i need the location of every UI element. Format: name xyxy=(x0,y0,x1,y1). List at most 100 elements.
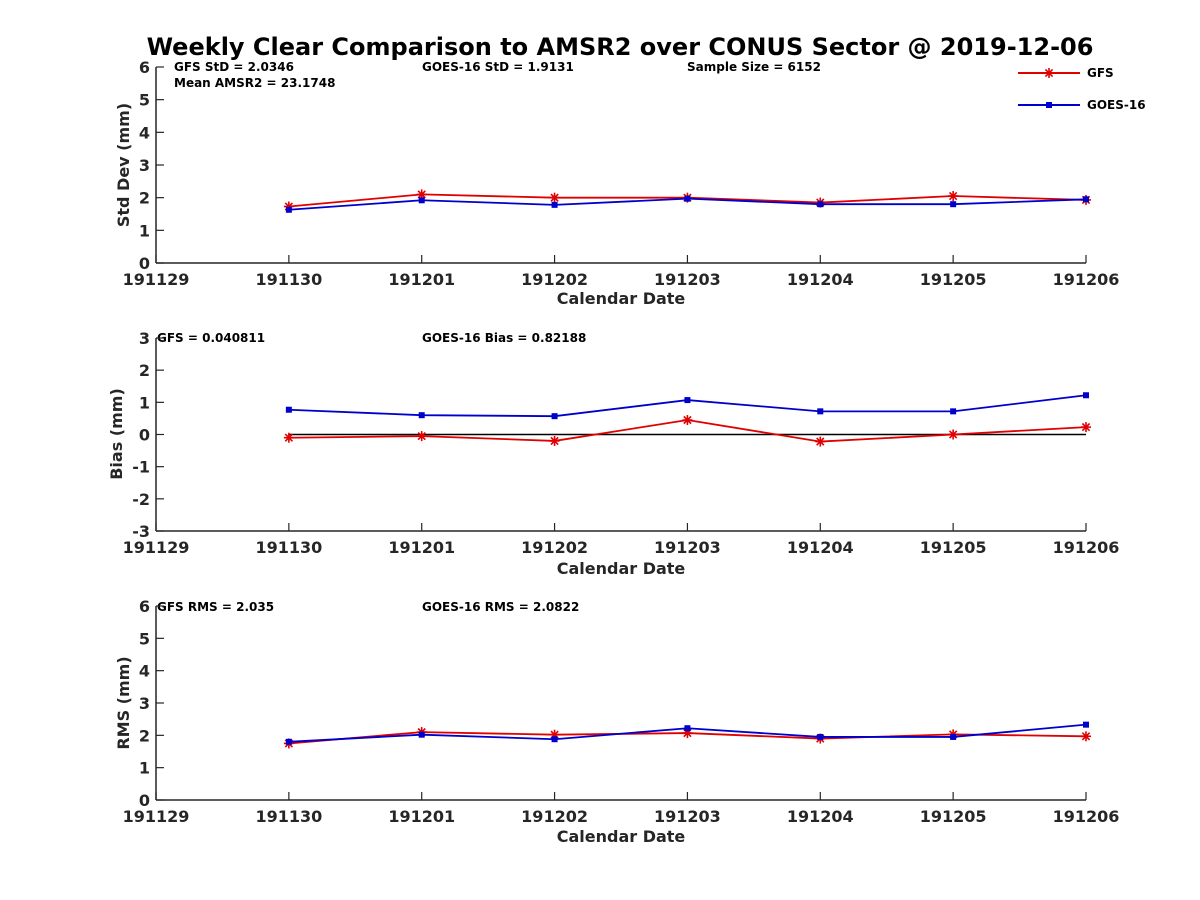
goes16-data-point xyxy=(817,408,824,415)
x-tick-label: 191204 xyxy=(787,538,854,557)
x-tick-label: 191129 xyxy=(123,270,190,289)
y-tick-label: -1 xyxy=(132,458,150,477)
rms-y-axis-label: RMS (mm) xyxy=(114,656,133,749)
goes16-data-point xyxy=(418,197,425,204)
y-tick-label: 1 xyxy=(139,759,150,778)
legend-entry-goes16: GOES-16 xyxy=(1018,98,1146,112)
gfs-data-point xyxy=(549,435,560,446)
bias-panel: GFS = 0.040811 GOES-16 Bias = 0.82188 Ca… xyxy=(107,329,1119,578)
x-tick-label: 191129 xyxy=(123,807,190,826)
goes16-std-annotation: GOES-16 StD = 1.9131 xyxy=(422,60,574,74)
goes16-bias-annotation: GOES-16 Bias = 0.82188 xyxy=(422,331,586,345)
legend-marker-symbol xyxy=(1044,68,1054,78)
y-tick-label: 0 xyxy=(139,426,150,445)
x-tick-label: 191206 xyxy=(1053,270,1120,289)
y-tick-label: 6 xyxy=(139,58,150,77)
goes16-data-point xyxy=(817,733,824,740)
gfs-data-point xyxy=(948,191,959,202)
y-tick-label: 0 xyxy=(139,254,150,273)
legend-label-goes16: GOES-16 xyxy=(1087,98,1146,112)
sample-size-annotation: Sample Size = 6152 xyxy=(687,60,821,74)
gfs-bias-annotation: GFS = 0.040811 xyxy=(157,331,265,345)
goes16-data-point xyxy=(285,738,292,745)
goes16-data-point xyxy=(1083,196,1089,203)
goes16-data-point xyxy=(418,731,425,738)
y-tick-label: 0 xyxy=(139,791,150,810)
x-tick-label: 191201 xyxy=(388,807,455,826)
x-tick-label: 191202 xyxy=(521,538,588,557)
legend-marker-goes16 xyxy=(1046,102,1052,108)
goes16-data-point xyxy=(285,206,292,213)
chart-title: Weekly Clear Comparison to AMSR2 over CO… xyxy=(147,33,1094,61)
x-tick-label: 191202 xyxy=(521,807,588,826)
y-tick-label: 3 xyxy=(139,156,150,175)
goes16-data-point xyxy=(551,413,558,420)
x-tick-label: 191201 xyxy=(388,270,455,289)
gfs-data-point xyxy=(1081,422,1091,433)
goes16-data-point xyxy=(950,201,957,208)
y-tick-label: -2 xyxy=(132,490,150,509)
gfs-data-point xyxy=(948,429,959,440)
gfs-rms-annotation: GFS RMS = 2.035 xyxy=(157,600,274,614)
x-tick-label: 191204 xyxy=(787,807,854,826)
gfs-data-point xyxy=(416,431,427,442)
x-tick-label: 191130 xyxy=(255,538,322,557)
x-tick-label: 191201 xyxy=(388,538,455,557)
rms-panel: GFS RMS = 2.035 GOES-16 RMS = 2.0822 Cal… xyxy=(114,597,1119,846)
y-tick-label: -3 xyxy=(132,522,150,541)
x-tick-label: 191203 xyxy=(654,270,721,289)
x-tick-label: 191130 xyxy=(255,270,322,289)
mean-amsr2-annotation: Mean AMSR2 = 23.1748 xyxy=(174,76,335,90)
x-tick-label: 191202 xyxy=(521,270,588,289)
rms-x-axis-label: Calendar Date xyxy=(557,827,686,846)
goes16-data-point xyxy=(1083,721,1089,728)
y-tick-label: 2 xyxy=(139,189,150,208)
x-tick-label: 191203 xyxy=(654,807,721,826)
gfs-std-annotation: GFS StD = 2.0346 xyxy=(174,60,294,74)
std-dev-x-axis-label: Calendar Date xyxy=(557,289,686,308)
goes16-data-point xyxy=(684,725,691,732)
x-tick-label: 191203 xyxy=(654,538,721,557)
goes16-data-point xyxy=(684,195,691,202)
legend: GFS GOES-16 xyxy=(1018,66,1146,112)
y-tick-label: 1 xyxy=(139,221,150,240)
gfs-data-point xyxy=(549,192,560,203)
bias-x-axis-label: Calendar Date xyxy=(557,559,686,578)
gfs-data-point xyxy=(815,436,826,447)
std-dev-y-axis-label: Std Dev (mm) xyxy=(114,103,133,227)
x-tick-label: 191205 xyxy=(920,270,987,289)
y-tick-label: 1 xyxy=(139,393,150,412)
gfs-data-point xyxy=(1081,731,1091,742)
y-tick-label: 4 xyxy=(139,662,150,681)
x-tick-label: 191129 xyxy=(123,538,190,557)
x-tick-label: 191206 xyxy=(1053,538,1120,557)
goes16-rms-annotation: GOES-16 RMS = 2.0822 xyxy=(422,600,579,614)
y-tick-label: 4 xyxy=(139,123,150,142)
x-tick-label: 191130 xyxy=(255,807,322,826)
x-tick-label: 191206 xyxy=(1053,807,1120,826)
x-tick-label: 191205 xyxy=(920,538,987,557)
y-tick-label: 5 xyxy=(139,629,150,648)
x-tick-label: 191204 xyxy=(787,270,854,289)
legend-marker-symbol xyxy=(1046,102,1052,108)
goes16-data-point xyxy=(684,397,691,404)
goes16-data-point xyxy=(418,412,425,419)
y-tick-label: 3 xyxy=(139,694,150,713)
goes16-data-point xyxy=(551,736,558,743)
legend-marker-gfs xyxy=(1044,68,1054,78)
x-tick-label: 191205 xyxy=(920,807,987,826)
bias-y-axis-label: Bias (mm) xyxy=(107,388,126,480)
std-dev-panel: GFS StD = 2.0346 GOES-16 StD = 1.9131 Sa… xyxy=(114,58,1119,308)
y-tick-label: 2 xyxy=(139,361,150,380)
y-tick-label: 5 xyxy=(139,91,150,110)
legend-label-gfs: GFS xyxy=(1087,66,1114,80)
goes16-data-point xyxy=(950,408,957,415)
legend-entry-gfs: GFS xyxy=(1018,66,1114,80)
goes16-data-point xyxy=(950,733,957,740)
goes16-data-point xyxy=(1083,392,1089,399)
y-tick-label: 2 xyxy=(139,726,150,745)
goes16-data-point xyxy=(551,201,558,208)
goes16-data-point xyxy=(285,406,292,413)
gfs-data-point xyxy=(682,415,693,426)
